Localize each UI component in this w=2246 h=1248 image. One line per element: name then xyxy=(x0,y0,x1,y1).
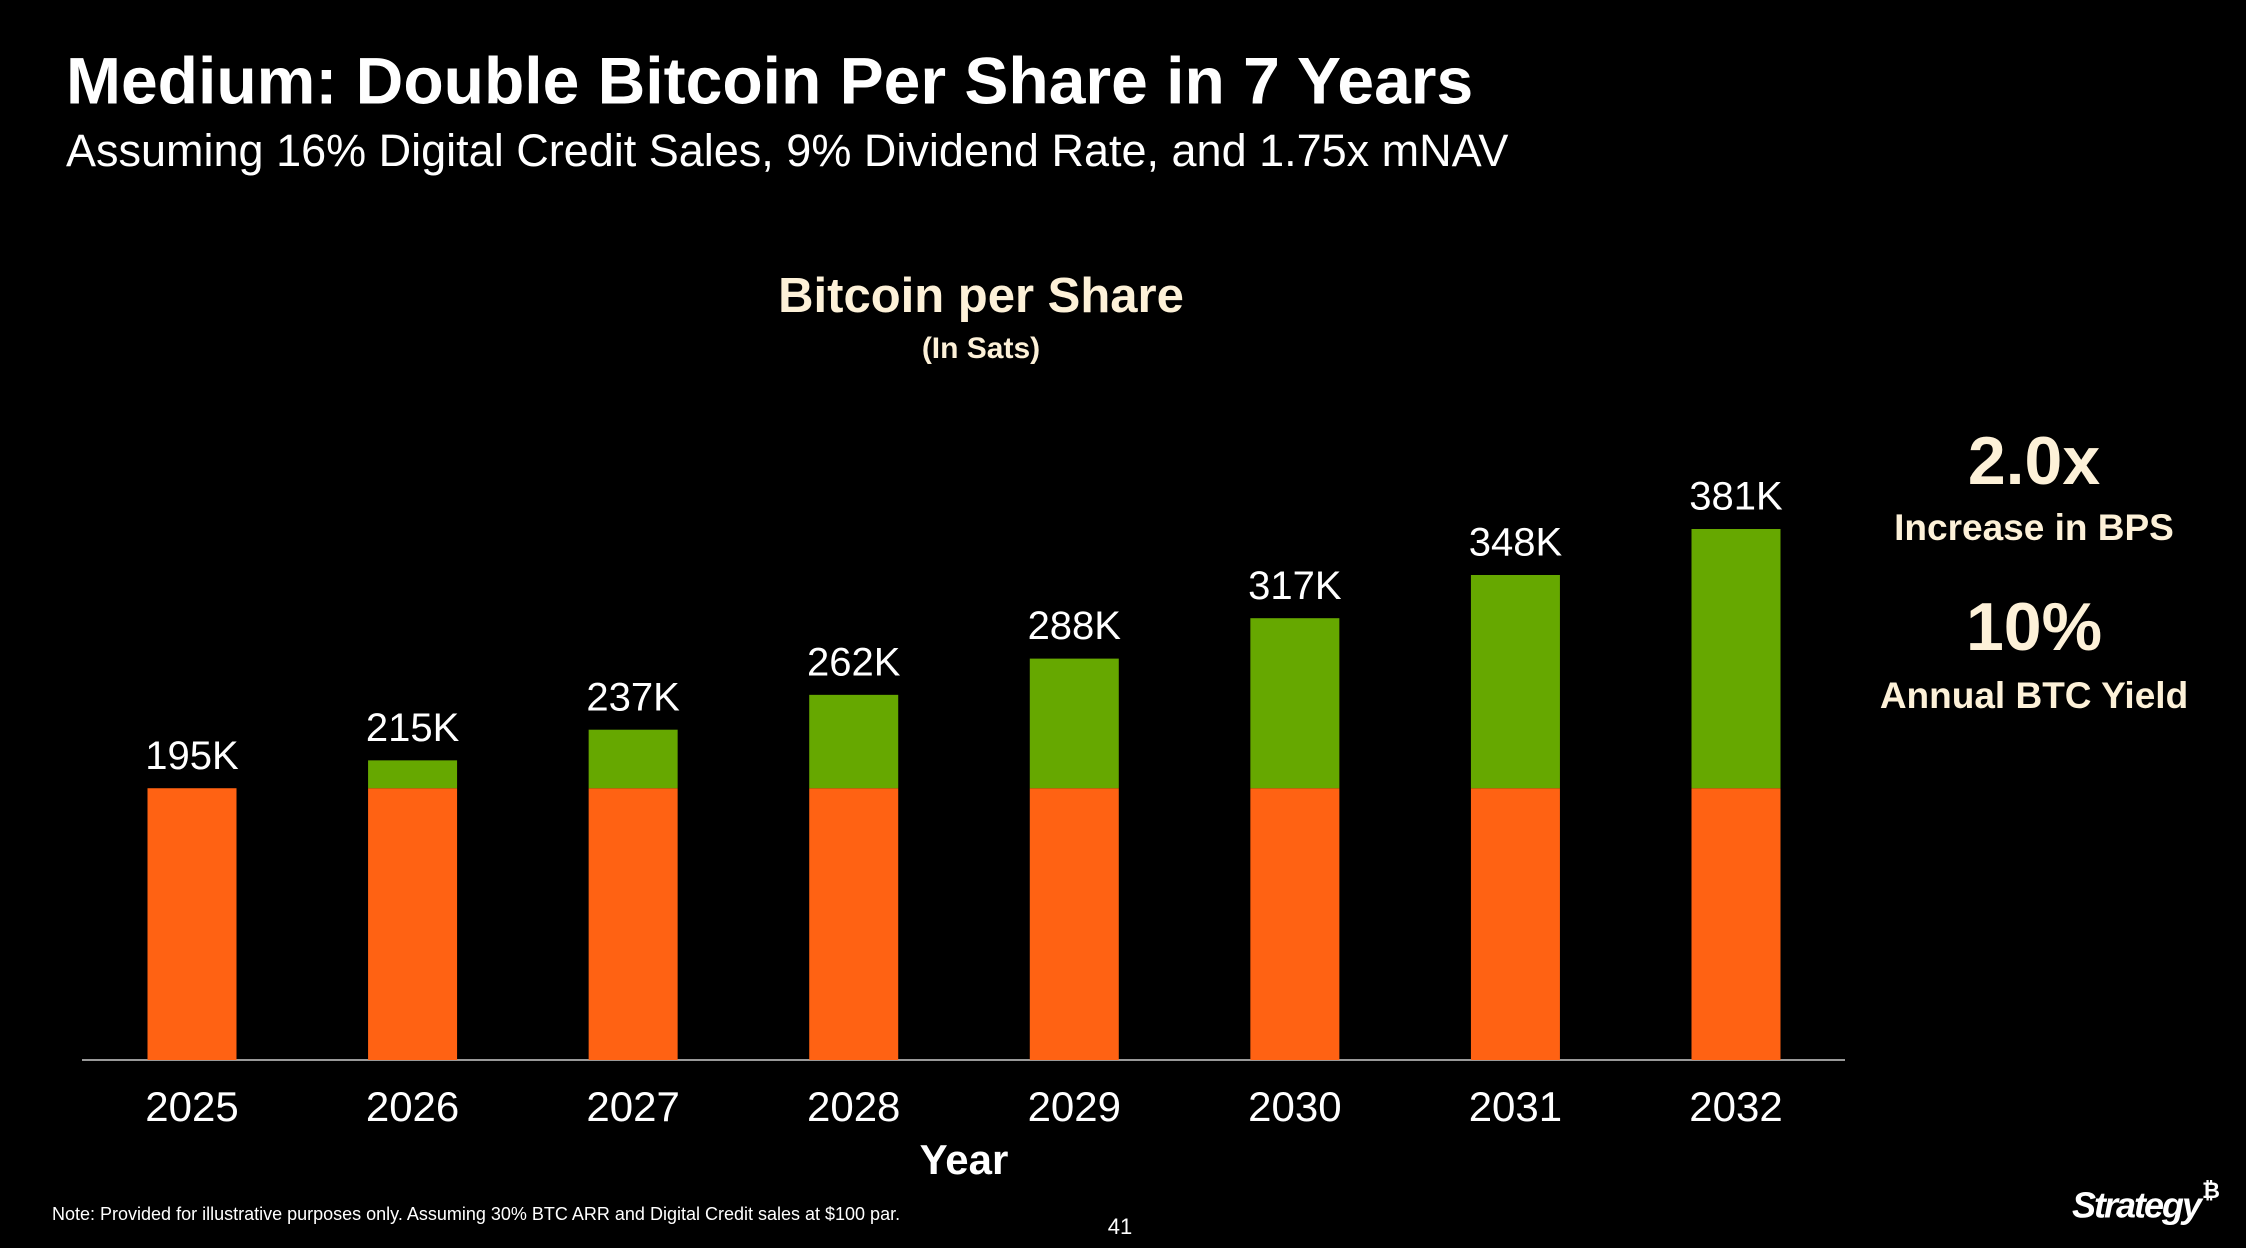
logo-mark: ₿ xyxy=(2202,1178,2220,1203)
bar-segment xyxy=(809,788,899,1060)
chart-title: Bitcoin per Share xyxy=(778,269,1184,323)
x-tick-label: 2025 xyxy=(145,1083,238,1130)
x-tick-label: 2032 xyxy=(1689,1083,1782,1130)
bar-segment xyxy=(1470,788,1560,1060)
x-tick-label: 2031 xyxy=(1469,1083,1562,1130)
bar-segment xyxy=(1691,529,1781,789)
chart-subtitle: (In Sats) xyxy=(922,332,1040,365)
total-label: 348K xyxy=(1469,521,1563,565)
total-label: 215K xyxy=(366,706,460,750)
bar-segment xyxy=(1250,788,1340,1060)
bar-segment xyxy=(1029,788,1119,1060)
total-label: 317K xyxy=(1248,564,1342,608)
bar-segment xyxy=(1029,658,1119,789)
total-label: 195K xyxy=(145,734,239,778)
x-tick-label: 2028 xyxy=(807,1083,900,1130)
x-tick-label: 2026 xyxy=(366,1083,459,1130)
logo: Strategy xyxy=(2072,1185,2204,1226)
total-label: 237K xyxy=(586,675,680,719)
page-number: 41 xyxy=(1108,1214,1132,1239)
bar-segment xyxy=(1250,618,1340,789)
total-label: 262K xyxy=(807,640,901,684)
slide-title: Medium: Double Bitcoin Per Share in 7 Ye… xyxy=(66,43,1473,117)
bar-segment xyxy=(1691,788,1781,1060)
bar-segment xyxy=(588,729,678,789)
x-tick-label: 2030 xyxy=(1248,1083,1341,1130)
footnote: Note: Provided for illustrative purposes… xyxy=(52,1204,900,1224)
total-label: 381K xyxy=(1689,475,1783,519)
bar-segment xyxy=(1470,574,1560,789)
bar-segment xyxy=(588,788,678,1060)
total-label: 288K xyxy=(1028,604,1122,648)
bar-segment xyxy=(147,788,237,1060)
x-axis-label: Year xyxy=(920,1136,1009,1183)
slide-subtitle: Assuming 16% Digital Credit Sales, 9% Di… xyxy=(66,125,1508,176)
highlight-label: Increase in BPS xyxy=(1894,507,2174,548)
bar-segment xyxy=(809,694,899,789)
highlight-value: 10% xyxy=(1966,589,2102,665)
highlight-value: 2.0x xyxy=(1968,423,2101,499)
bar-segment xyxy=(368,788,458,1060)
x-tick-label: 2027 xyxy=(586,1083,679,1130)
x-tick-label: 2029 xyxy=(1028,1083,1121,1130)
highlight-label: Annual BTC Yield xyxy=(1880,675,2188,716)
bar-segment xyxy=(368,760,458,789)
